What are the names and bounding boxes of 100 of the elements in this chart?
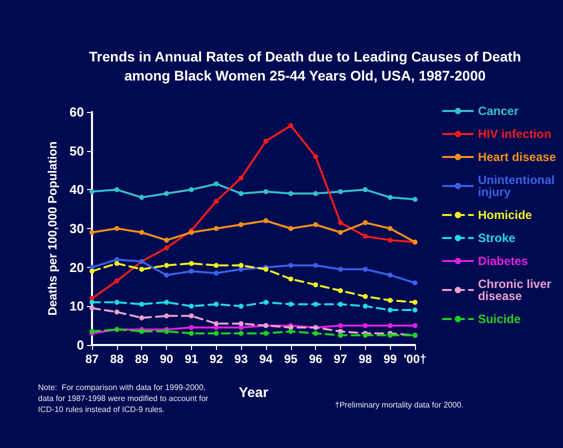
point bbox=[388, 238, 393, 243]
legend-label: Stroke bbox=[478, 231, 516, 245]
point bbox=[90, 189, 94, 194]
point bbox=[238, 176, 244, 181]
point bbox=[114, 187, 120, 192]
point bbox=[263, 138, 268, 144]
point bbox=[388, 298, 393, 303]
point bbox=[388, 308, 393, 313]
x-tick-label: 90 bbox=[160, 352, 174, 366]
point bbox=[338, 302, 343, 307]
point bbox=[214, 330, 219, 336]
point bbox=[188, 304, 194, 309]
y-tick-label: 10 bbox=[70, 298, 84, 314]
point bbox=[338, 189, 343, 194]
point bbox=[388, 272, 393, 278]
point bbox=[164, 245, 170, 250]
point bbox=[214, 270, 219, 276]
point bbox=[164, 272, 170, 278]
point bbox=[188, 313, 194, 318]
point bbox=[214, 226, 219, 231]
x-axis-title: Year bbox=[238, 384, 269, 400]
y-tick-label: 20 bbox=[70, 260, 84, 275]
point bbox=[114, 278, 120, 284]
point bbox=[188, 325, 194, 330]
point bbox=[288, 226, 294, 231]
point bbox=[412, 300, 418, 305]
x-tick-label: '00† bbox=[404, 352, 426, 366]
legend-label: HIV infection bbox=[478, 127, 552, 141]
x-tick-label: 88 bbox=[110, 352, 124, 366]
point bbox=[238, 304, 244, 309]
point bbox=[388, 323, 393, 328]
point bbox=[238, 262, 244, 268]
point bbox=[263, 189, 268, 194]
point bbox=[139, 194, 144, 200]
legend-label: Heart disease bbox=[478, 150, 556, 164]
point bbox=[188, 330, 194, 336]
point bbox=[313, 191, 318, 196]
point bbox=[139, 315, 144, 320]
point bbox=[214, 302, 219, 307]
point bbox=[188, 268, 194, 274]
point bbox=[90, 300, 94, 305]
point bbox=[188, 187, 194, 192]
point bbox=[214, 321, 219, 326]
point bbox=[362, 187, 368, 192]
y-tick-label: 40 bbox=[70, 182, 84, 198]
point bbox=[188, 260, 194, 266]
y-tick-label: 60 bbox=[70, 104, 84, 120]
chart-title: Trends in Annual Rates of Death due to Leading Causes of Death among Black Women 25-44 Years Old, USA, 1987-2000 bbox=[89, 48, 521, 84]
point bbox=[338, 288, 343, 294]
point bbox=[288, 123, 294, 128]
x-tick-label: 92 bbox=[210, 352, 224, 366]
point bbox=[338, 220, 343, 226]
point bbox=[263, 218, 268, 224]
point bbox=[139, 230, 144, 235]
point bbox=[338, 266, 343, 272]
point bbox=[139, 266, 144, 272]
x-tick-label: 89 bbox=[135, 352, 149, 366]
point bbox=[214, 198, 219, 204]
point bbox=[90, 268, 94, 274]
point bbox=[412, 308, 418, 313]
point bbox=[164, 313, 170, 318]
legend-label: Diabetes bbox=[478, 254, 528, 268]
point bbox=[338, 332, 343, 338]
point bbox=[412, 280, 418, 286]
x-tick-label: 94 bbox=[259, 352, 273, 366]
point bbox=[114, 309, 120, 314]
legend-label: Unintentional injury bbox=[478, 173, 555, 199]
x-tick-label: 87 bbox=[85, 352, 99, 366]
point bbox=[238, 222, 244, 228]
point bbox=[214, 262, 219, 268]
x-tick-label: 97 bbox=[334, 352, 348, 366]
x-tick-label: 91 bbox=[184, 352, 198, 366]
point bbox=[313, 302, 318, 307]
point bbox=[164, 191, 170, 196]
point bbox=[288, 262, 294, 268]
point bbox=[362, 234, 368, 239]
point bbox=[114, 260, 120, 266]
point bbox=[313, 262, 318, 268]
point bbox=[362, 304, 368, 309]
legend-label: Cancer bbox=[478, 104, 519, 118]
point bbox=[362, 266, 368, 272]
x-tick-label: 95 bbox=[284, 352, 298, 366]
x-tick-label: 98 bbox=[358, 352, 372, 366]
point bbox=[388, 194, 393, 200]
x-tick-label: 99 bbox=[383, 352, 398, 366]
point bbox=[288, 276, 294, 282]
point bbox=[238, 191, 244, 196]
point bbox=[288, 191, 294, 196]
point bbox=[412, 323, 418, 328]
legend-label: Homicide bbox=[478, 208, 532, 222]
x-tick-label: 93 bbox=[234, 352, 248, 366]
point bbox=[214, 181, 219, 186]
y-axis-title: Deaths per 100,000 Population bbox=[46, 141, 60, 316]
y-tick-label: 50 bbox=[70, 143, 84, 158]
point bbox=[313, 282, 318, 288]
point bbox=[114, 300, 120, 305]
point bbox=[313, 330, 318, 336]
point bbox=[114, 226, 120, 231]
point bbox=[288, 302, 294, 307]
text: Note: For comparison with data for 1999-2000, data for 1987-1998 were modified to account for ICD-10 rules instead of ICD-9 rules. bbox=[38, 383, 209, 414]
